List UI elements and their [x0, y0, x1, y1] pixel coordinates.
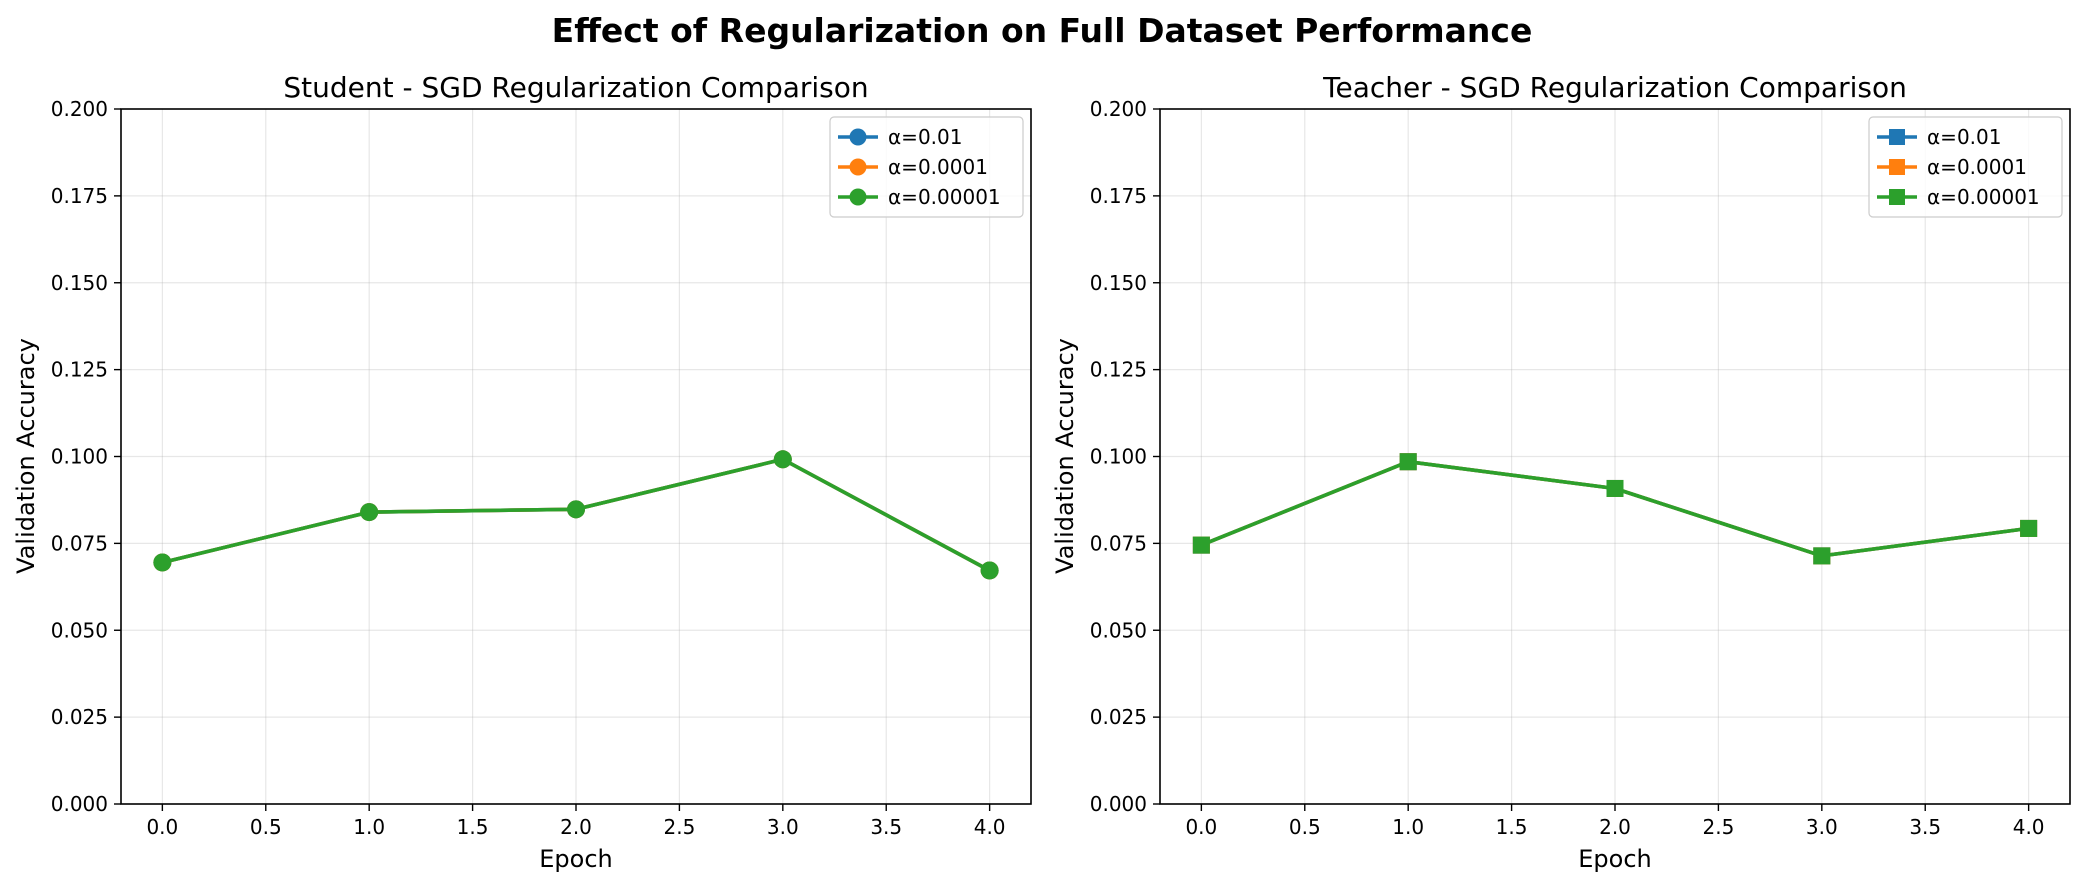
teacher-x-tick-label: 0.5 [1289, 815, 1321, 839]
teacher-data-point [1813, 547, 1831, 565]
teacher-y-tick-label: 0.050 [1090, 618, 1147, 642]
student-y-tick-label: 0.175 [51, 184, 108, 208]
student-data-point [153, 553, 172, 572]
student-x-tick-label: 0.0 [146, 815, 178, 839]
teacher-data-point [1399, 453, 1417, 471]
teacher-y-tick-label: 0.125 [1090, 358, 1147, 382]
teacher-legend-label: α=0.01 [1927, 125, 2001, 149]
teacher-y-tick-label: 0.150 [1090, 271, 1147, 295]
student-data-point [360, 503, 379, 522]
student-series [153, 450, 999, 580]
student-y-tick-label: 0.000 [51, 792, 108, 816]
teacher-x-tick-label: 3.0 [1806, 815, 1838, 839]
student-legend-box [829, 116, 1024, 218]
teacher-legend-marker [1889, 129, 1905, 145]
teacher-data-point [1192, 536, 1210, 554]
student-x-tick-label: 1.5 [457, 815, 489, 839]
teacher-x-axis: 0.0 0.5 1.0 1.5 2.0 2.5 3.0 3.5 4.0 [1185, 804, 2045, 839]
student-y-tick-label: 0.200 [51, 97, 108, 121]
student-x-axis-label: Epoch [539, 845, 613, 873]
teacher-legend-marker [1889, 159, 1905, 175]
student-x-tick-label: 0.5 [250, 815, 282, 839]
teacher-y-tick-label: 0.200 [1090, 97, 1147, 121]
teacher-y-tick-label: 0.000 [1090, 792, 1147, 816]
teacher-data-point [1606, 479, 1624, 497]
student-legend-marker [849, 188, 867, 206]
teacher-y-tick-label: 0.175 [1090, 184, 1147, 208]
teacher-x-tick-label: 3.5 [1909, 815, 1941, 839]
teacher-x-tick-label: 2.0 [1599, 815, 1631, 839]
teacher-x-axis-label: Epoch [1578, 845, 1652, 873]
student-data-point [567, 500, 585, 519]
student-y-tick-label: 0.150 [51, 271, 108, 295]
teacher-legend-label: α=0.00001 [1927, 185, 2040, 209]
teacher-y-axis: 0.000 0.025 0.050 0.075 0.100 0.125 0.150 0.175… [1090, 97, 1160, 816]
student-legend: α=0.01 α=0.0001 α=0.00001 [829, 116, 1024, 218]
student-legend-label: α=0.01 [888, 125, 962, 149]
teacher-x-tick-label: 4.0 [2013, 815, 2045, 839]
student-x-tick-label: 1.0 [353, 815, 385, 839]
teacher-legend: α=0.01 α=0.0001 α=0.00001 [1868, 116, 2063, 218]
teacher-y-tick-label: 0.100 [1090, 445, 1147, 469]
teacher-y-tick-label: 0.075 [1090, 531, 1147, 555]
student-x-axis: 0.0 0.5 1.0 1.5 2.0 2.5 3.0 3.5 4.0 [146, 804, 1006, 839]
teacher-legend-box [1868, 116, 2063, 218]
student-chart: Student - SGD Regularization Comparison … [12, 71, 1032, 873]
teacher-x-tick-label: 1.5 [1496, 815, 1528, 839]
student-legend-label: α=0.0001 [888, 155, 988, 179]
student-legend-marker [849, 158, 867, 176]
teacher-series [1192, 453, 2038, 565]
student-data-point [773, 450, 792, 469]
student-legend-marker [849, 128, 867, 146]
student-x-tick-label: 3.0 [767, 815, 799, 839]
student-data-point [980, 561, 999, 580]
teacher-y-axis-label: Validation Accuracy [1051, 338, 1079, 574]
teacher-x-tick-label: 0.0 [1185, 815, 1217, 839]
teacher-legend-label: α=0.0001 [1927, 155, 2027, 179]
student-y-tick-label: 0.100 [51, 445, 108, 469]
student-chart-title: Student - SGD Regularization Comparison [283, 71, 868, 104]
student-x-tick-label: 2.0 [560, 815, 592, 839]
teacher-legend-marker [1889, 189, 1905, 205]
teacher-chart: Teacher - SGD Regularization Comparison … [1051, 71, 2071, 873]
student-y-axis-label: Validation Accuracy [12, 338, 40, 574]
student-legend-label: α=0.00001 [888, 185, 1001, 209]
teacher-x-tick-label: 2.5 [1703, 815, 1735, 839]
teacher-data-point [2020, 519, 2038, 537]
figure-title: Effect of Regularization on Full Dataset… [552, 11, 1533, 50]
teacher-y-tick-label: 0.025 [1090, 705, 1147, 729]
student-x-tick-label: 4.0 [974, 815, 1006, 839]
teacher-chart-title: Teacher - SGD Regularization Comparison [1322, 71, 1907, 104]
student-y-axis: 0.000 0.025 0.050 0.075 0.100 0.125 0.150 0.175… [51, 97, 121, 816]
student-y-tick-label: 0.025 [51, 705, 108, 729]
student-x-tick-label: 3.5 [870, 815, 902, 839]
student-x-tick-label: 2.5 [664, 815, 696, 839]
student-y-tick-label: 0.050 [51, 618, 108, 642]
student-y-tick-label: 0.075 [51, 531, 108, 555]
teacher-x-tick-label: 1.0 [1392, 815, 1424, 839]
student-y-tick-label: 0.125 [51, 358, 108, 382]
